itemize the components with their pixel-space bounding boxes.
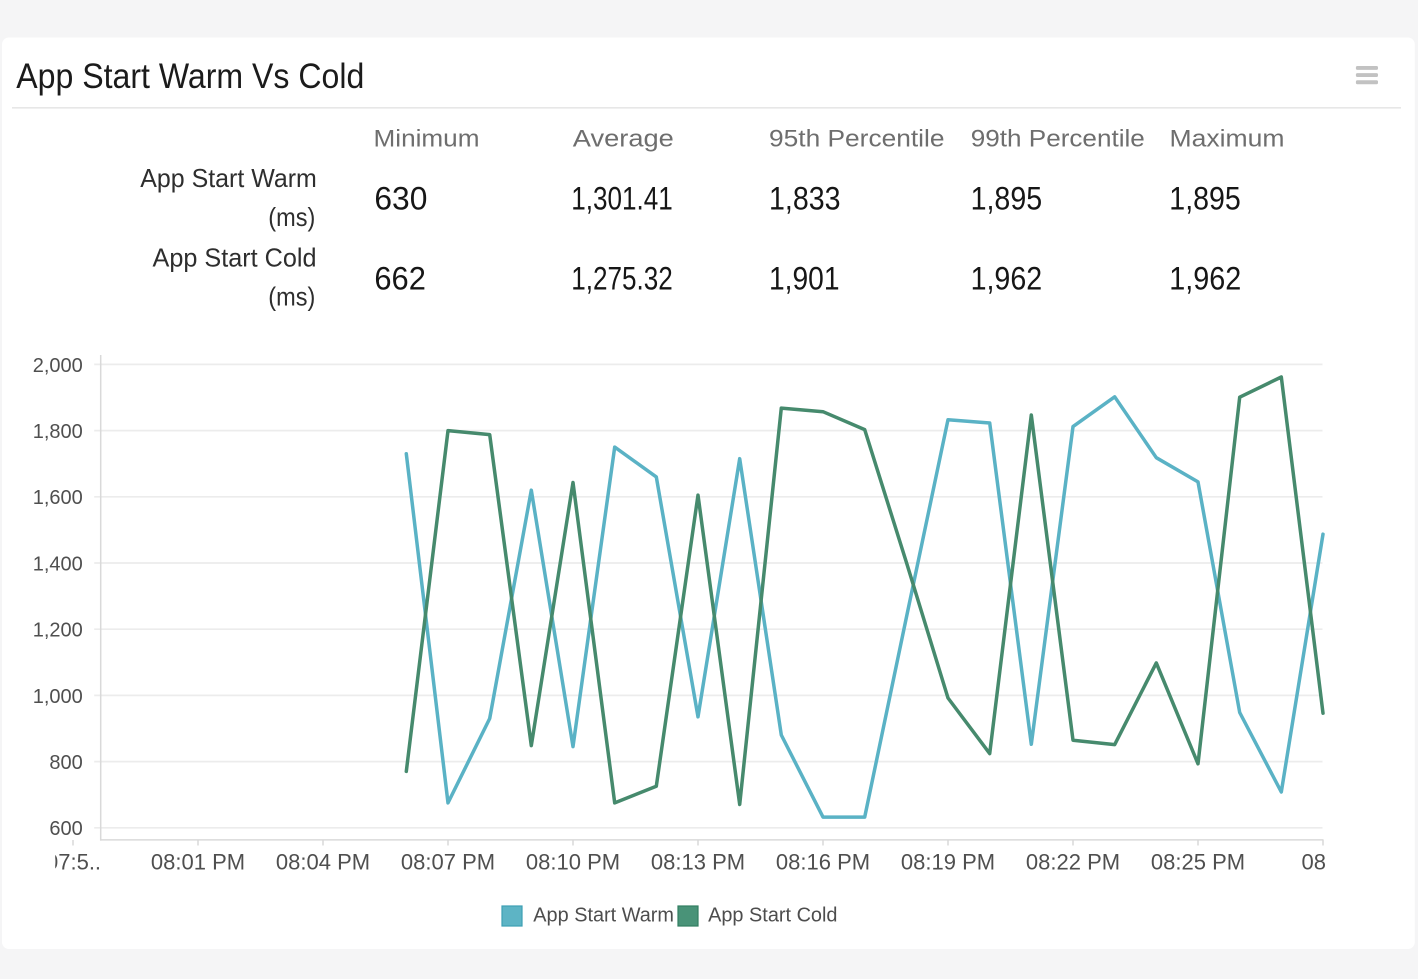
- svg-text:(ms): (ms): [268, 281, 315, 311]
- svg-text:Maximum: Maximum: [1170, 126, 1285, 153]
- svg-text:07:5..: 07:5..: [46, 850, 101, 875]
- svg-text:662: 662: [374, 261, 426, 297]
- svg-text:1,895: 1,895: [971, 180, 1043, 216]
- svg-text:1,000: 1,000: [33, 686, 83, 708]
- svg-text:1,200: 1,200: [33, 620, 83, 642]
- svg-text:08:22 PM: 08:22 PM: [1026, 850, 1120, 875]
- svg-text:Minimum: Minimum: [374, 126, 480, 153]
- svg-text:2,000: 2,000: [33, 355, 83, 377]
- svg-text:630: 630: [374, 180, 427, 216]
- svg-text:1,301.41: 1,301.41: [571, 180, 673, 216]
- svg-text:App Start Warm Vs Cold: App Start Warm Vs Cold: [16, 57, 364, 96]
- svg-text:08:25 PM: 08:25 PM: [1151, 850, 1245, 875]
- svg-text:(ms): (ms): [268, 202, 315, 232]
- svg-text:08:04 PM: 08:04 PM: [276, 850, 370, 875]
- svg-text:600: 600: [49, 818, 82, 840]
- svg-text:App Start Cold: App Start Cold: [708, 905, 837, 927]
- svg-text:08:19 PM: 08:19 PM: [901, 850, 995, 875]
- svg-text:App Start Cold: App Start Cold: [153, 242, 317, 272]
- svg-text:App Start Warm: App Start Warm: [533, 905, 674, 927]
- svg-text:99th Percentile: 99th Percentile: [971, 126, 1145, 153]
- svg-text:08:10 PM: 08:10 PM: [526, 850, 620, 875]
- svg-text:1,800: 1,800: [33, 421, 83, 443]
- svg-text:08:07 PM: 08:07 PM: [401, 850, 495, 875]
- svg-text:App Start Warm: App Start Warm: [140, 163, 317, 193]
- svg-text:08:16 PM: 08:16 PM: [776, 850, 870, 875]
- svg-text:08:13 PM: 08:13 PM: [651, 850, 745, 875]
- svg-text:08:01 PM: 08:01 PM: [151, 850, 245, 875]
- svg-text:08..: 08..: [1302, 850, 1339, 875]
- svg-text:800: 800: [49, 752, 82, 774]
- svg-text:1,275.32: 1,275.32: [571, 261, 673, 297]
- svg-text:1,833: 1,833: [769, 180, 841, 216]
- svg-text:1,400: 1,400: [33, 553, 83, 575]
- svg-text:1,600: 1,600: [33, 487, 83, 509]
- svg-text:95th Percentile: 95th Percentile: [769, 126, 945, 153]
- svg-text:1,962: 1,962: [1169, 261, 1241, 297]
- svg-text:Average: Average: [573, 126, 674, 153]
- svg-text:1,901: 1,901: [769, 261, 840, 297]
- svg-text:1,962: 1,962: [971, 261, 1043, 297]
- svg-text:1,895: 1,895: [1169, 180, 1241, 216]
